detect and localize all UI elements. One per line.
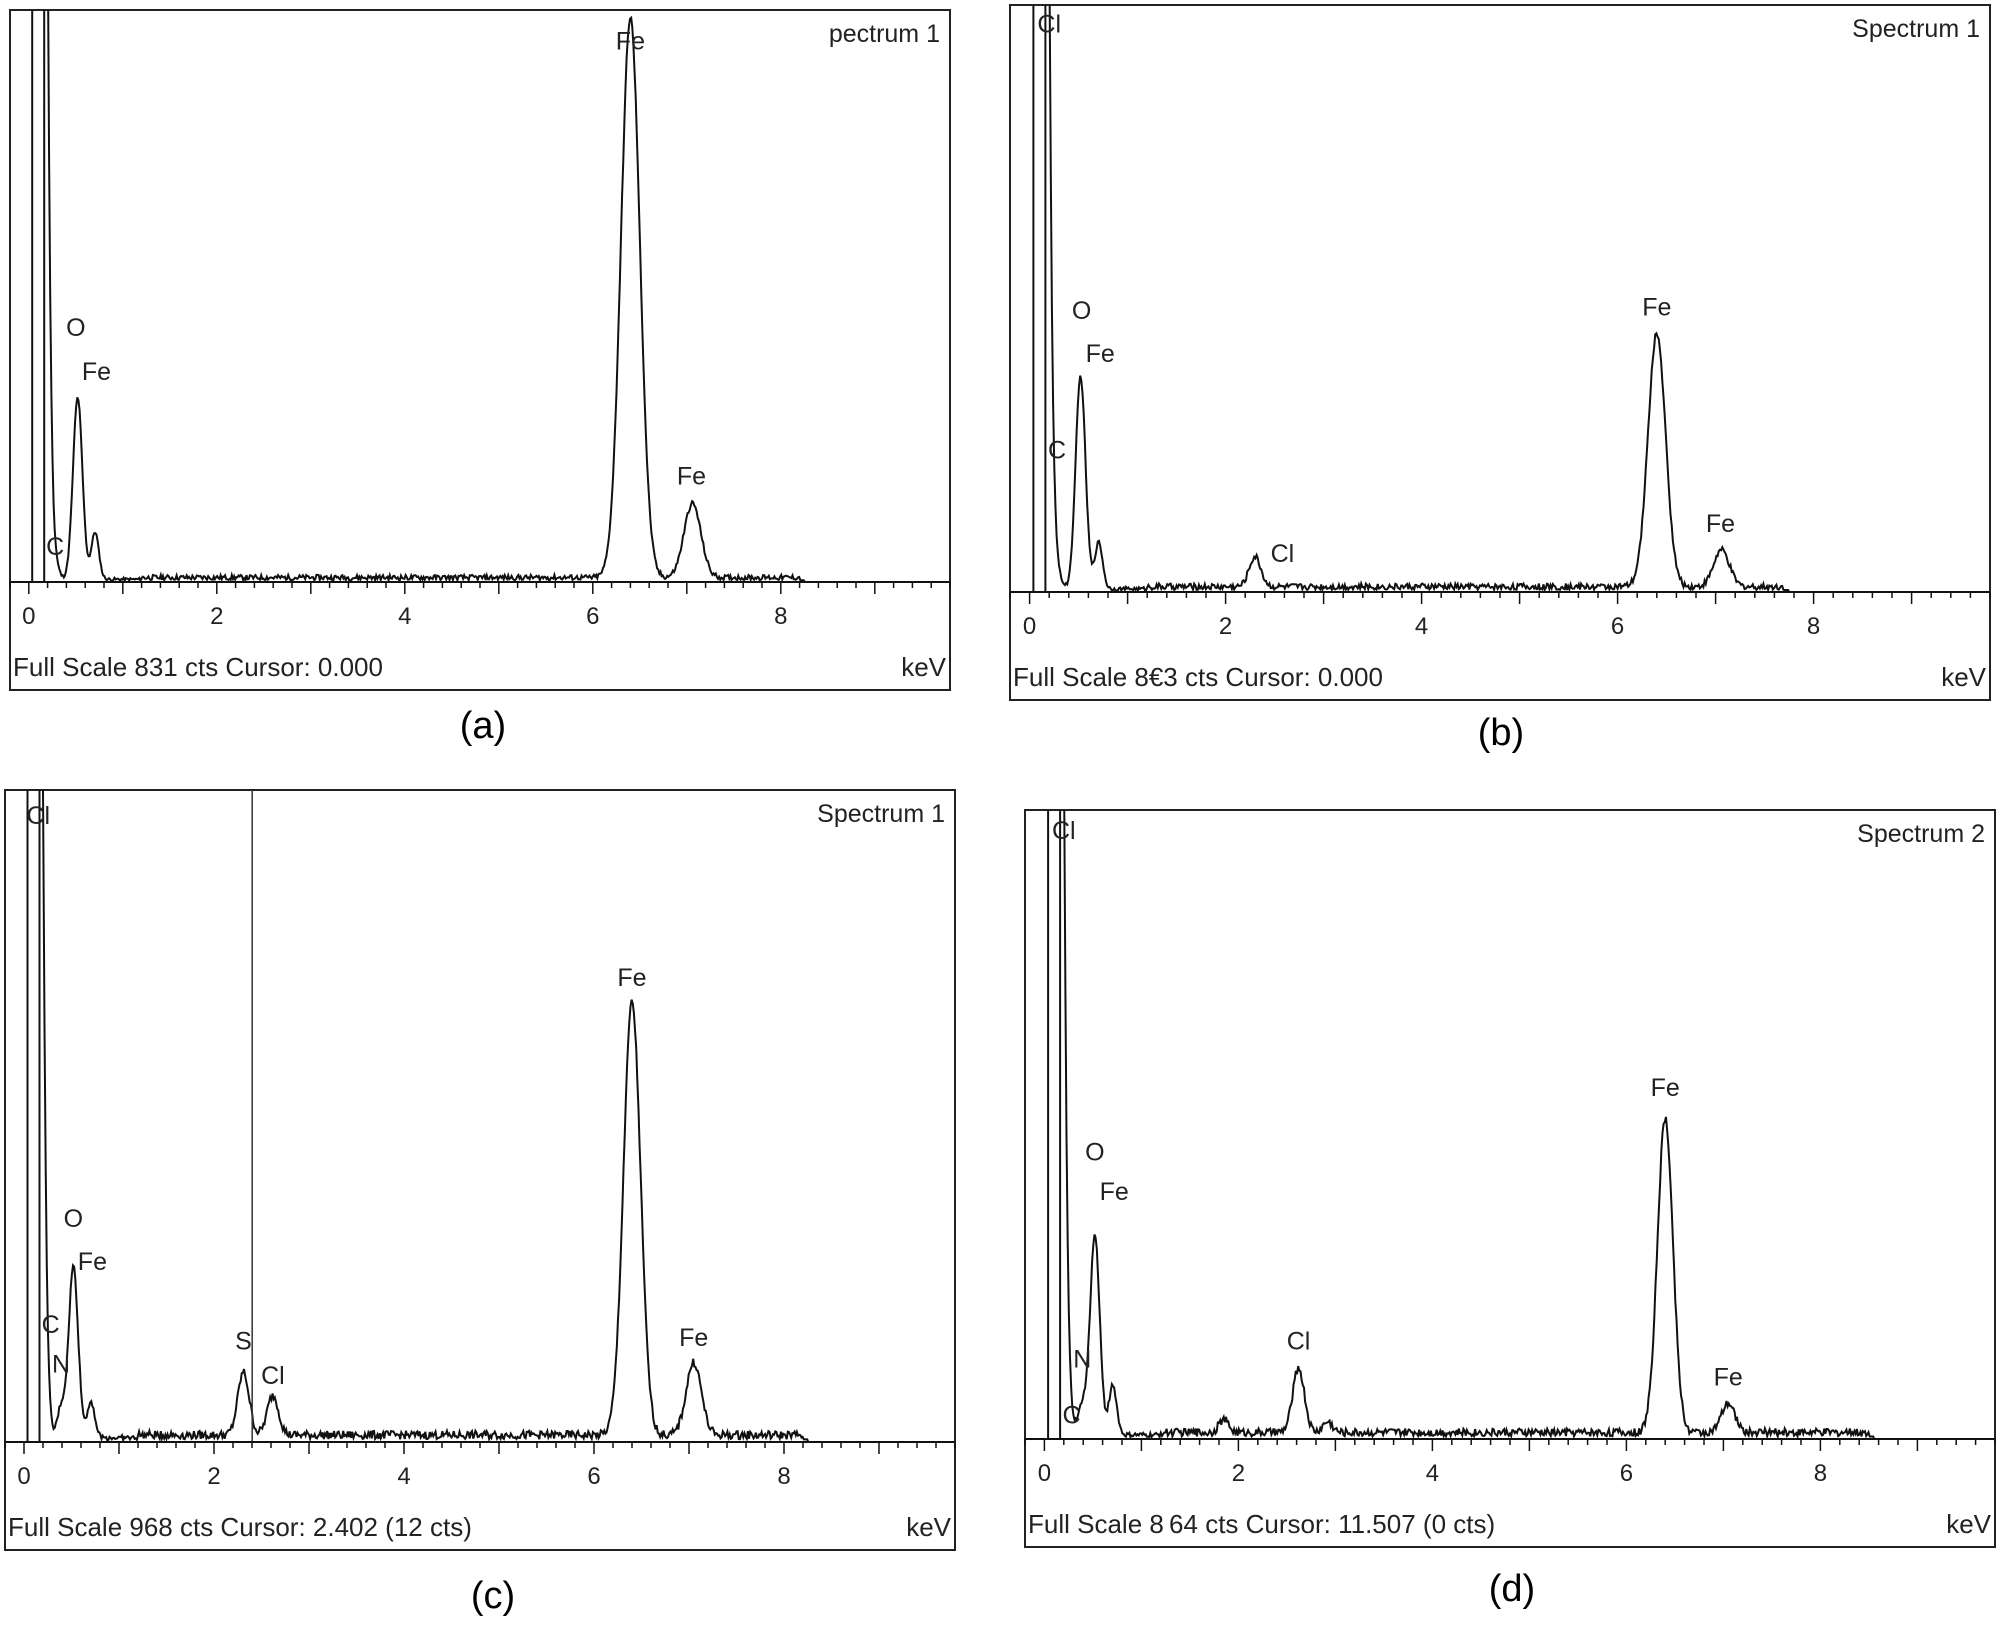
peak-label: O bbox=[1072, 297, 1091, 325]
peak-label: Fe bbox=[78, 1248, 107, 1276]
peak-label: Fe bbox=[679, 1324, 708, 1352]
peak-label: Cl bbox=[26, 802, 50, 830]
spectrum-chart-b: 0 2 4 6 8 Spectrum 1 Full Scale 8€3 cts Cursor… bbox=[1009, 4, 1991, 701]
peak-label: N bbox=[52, 1351, 70, 1379]
spectrum-title: Spectrum 1 bbox=[817, 800, 945, 828]
peak-label: Fe bbox=[1100, 1178, 1129, 1206]
x-tick-label: 0 bbox=[1038, 1460, 1051, 1487]
panel-b: 0 2 4 6 8 Spectrum 1 Full Scale 8€3 cts Cursor… bbox=[1000, 0, 2001, 760]
peak-label: Fe bbox=[1706, 510, 1735, 538]
peak-label: Fe bbox=[677, 462, 706, 490]
x-tick-label: 8 bbox=[1807, 613, 1820, 640]
x-tick-label: 0 bbox=[1023, 613, 1036, 640]
plot-frame bbox=[1024, 809, 1996, 1548]
peak-label: Fe bbox=[1086, 340, 1115, 368]
x-tick-label: 2 bbox=[210, 603, 223, 630]
peak-label: O bbox=[64, 1205, 83, 1233]
x-tick-label: 0 bbox=[17, 1463, 30, 1490]
peak-label: Fe bbox=[616, 28, 645, 56]
unit-label: keV bbox=[1946, 1509, 1991, 1539]
spectrum-title: Spectrum 1 bbox=[1852, 15, 1980, 43]
peak-label: Fe bbox=[617, 964, 646, 992]
spectrum-trace bbox=[41, 790, 955, 1443]
x-tick-label: 6 bbox=[1620, 1460, 1633, 1487]
peak-label: C bbox=[42, 1311, 60, 1339]
peak-label: Cl bbox=[1037, 10, 1061, 38]
x-tick-label: 4 bbox=[1426, 1460, 1439, 1487]
spectrum-trace-group bbox=[26, 790, 955, 1443]
panel-a: 0 2 4 6 8 pectrum 1 Full Scale 831 cts Cursor:… bbox=[0, 0, 960, 760]
peak-label: N bbox=[1073, 1346, 1091, 1374]
peak-label: Fe bbox=[1714, 1363, 1743, 1391]
unit-label: keV bbox=[1941, 662, 1986, 692]
peak-label: Cl bbox=[1287, 1328, 1311, 1356]
spectrum-title: Spectrum 2 bbox=[1857, 820, 1985, 848]
caption-b: (b) bbox=[1477, 712, 1525, 754]
peak-label: Fe bbox=[1651, 1074, 1680, 1102]
spectrum-chart-a: 0 2 4 6 8 pectrum 1 Full Scale 831 cts Cursor:… bbox=[9, 9, 951, 691]
footer-readout: Full Scale 968 cts Cursor: 2.402 (12 cts… bbox=[8, 1512, 472, 1542]
spectrum-trace-group bbox=[31, 10, 950, 583]
x-tick-label: 2 bbox=[207, 1463, 220, 1490]
peak-label: C bbox=[46, 533, 64, 561]
peak-label: C bbox=[1063, 1401, 1081, 1429]
peak-label: O bbox=[1085, 1138, 1104, 1166]
caption-d: (d) bbox=[1488, 1568, 1536, 1610]
x-tick-label: 8 bbox=[1814, 1460, 1827, 1487]
peak-label: C bbox=[1048, 437, 1066, 465]
peak-label: Fe bbox=[82, 358, 111, 386]
peak-label: S bbox=[235, 1327, 252, 1355]
caption-a: (a) bbox=[459, 705, 507, 747]
x-tick-label: 6 bbox=[587, 1463, 600, 1490]
panel-c: 0 2 4 6 8 Spectrum 1 Full Scale 968 cts Cursor… bbox=[0, 780, 960, 1626]
x-tick-label: 2 bbox=[1219, 613, 1232, 640]
x-tick-label: 0 bbox=[22, 603, 35, 630]
spectrum-chart-c: 0 2 4 6 8 Spectrum 1 Full Scale 968 cts Cursor… bbox=[4, 789, 956, 1551]
x-tick-label: 8 bbox=[774, 603, 787, 630]
peak-label: Fe bbox=[1642, 293, 1671, 321]
unit-label: keV bbox=[906, 1512, 951, 1542]
plot-frame bbox=[1009, 4, 1991, 701]
unit-label: keV bbox=[901, 652, 946, 682]
x-tick-label: 4 bbox=[1415, 613, 1428, 640]
footer-readout: Full Scalе 8 64 cts Cursor: 11.507 (0 ct… bbox=[1028, 1509, 1495, 1539]
footer-readout: Full Scale 831 cts Cursor: 0.000 bbox=[13, 652, 383, 682]
spectrum-chart-d: 0 2 4 6 8 Spectrum 2 Full Scalе 8 64 cts Curso… bbox=[1024, 809, 1996, 1548]
x-tick-label: 2 bbox=[1232, 1460, 1245, 1487]
spectrum-trace bbox=[47, 10, 950, 583]
peak-label: Cl bbox=[1052, 817, 1076, 845]
peak-label: Cl bbox=[261, 1362, 285, 1390]
plot-frame bbox=[4, 789, 956, 1551]
x-tick-label: 4 bbox=[397, 1463, 410, 1490]
x-tick-label: 6 bbox=[586, 603, 599, 630]
footer-readout: Full Scale 8€3 cts Cursor: 0.000 bbox=[1013, 662, 1383, 692]
panel-d: 0 2 4 6 8 Spectrum 2 Full Scalе 8 64 cts Curso… bbox=[1020, 800, 2001, 1626]
peak-label: O bbox=[66, 314, 85, 342]
x-tick-label: 8 bbox=[777, 1463, 790, 1490]
spectrum-trace bbox=[1063, 810, 1995, 1440]
spectrum-title: pectrum 1 bbox=[829, 20, 940, 48]
peak-label: Cl bbox=[1271, 540, 1295, 568]
spectrum-trace-group bbox=[1047, 810, 1995, 1440]
x-tick-label: 4 bbox=[398, 603, 411, 630]
caption-c: (c) bbox=[470, 1575, 516, 1617]
x-tick-label: 6 bbox=[1611, 613, 1624, 640]
